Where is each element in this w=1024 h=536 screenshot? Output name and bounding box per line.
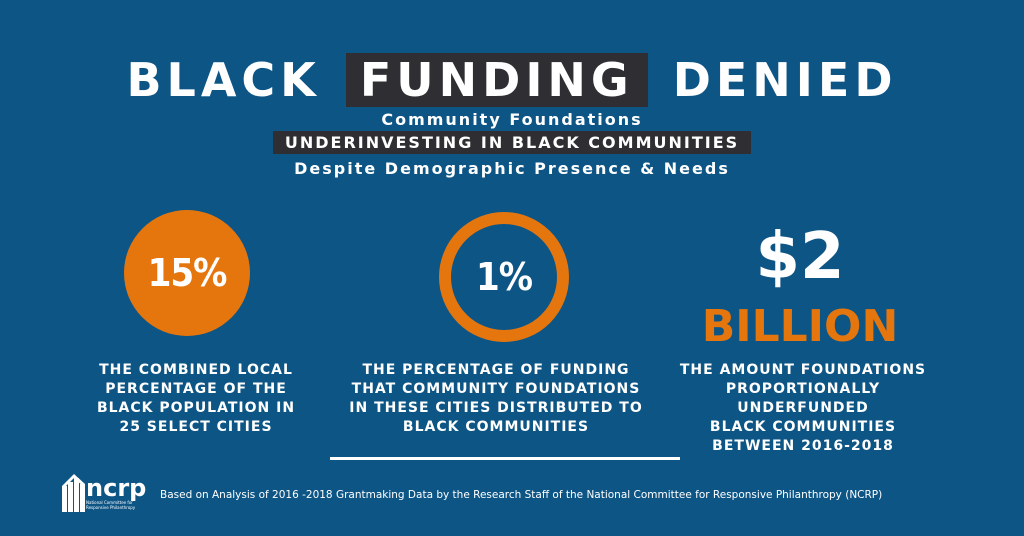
subtitle-underinvesting: UNDERINVESTING IN BLACK COMMUNITIES: [0, 131, 1024, 154]
ncrp-logo-icon: [62, 474, 85, 512]
underfunded-amount: $2: [755, 220, 845, 294]
divider: [330, 457, 680, 460]
funding-ring: 1%: [439, 212, 569, 342]
title-part-2: DENIED: [672, 53, 898, 107]
funding-description: THE PERCENTAGE OF FUNDING THAT COMMUNITY…: [349, 362, 643, 435]
logo-tagline: National Committee for Responsive Philan…: [86, 500, 136, 510]
subtitle-underinvesting-text: UNDERINVESTING IN BLACK COMMUNITIES: [272, 131, 752, 154]
title-highlight: FUNDING: [345, 53, 648, 107]
population-description: THE COMBINED LOCAL PERCENTAGE OF THE BLA…: [96, 362, 296, 435]
title-part-1: BLACK: [126, 53, 321, 107]
footer-source: Based on Analysis of 2016 -2018 Grantmak…: [160, 489, 883, 501]
population-percent: 15%: [147, 251, 228, 295]
page-title: BLACK FUNDING DENIED: [0, 52, 1024, 108]
funding-percent: 1%: [475, 255, 533, 299]
subtitle-despite: Despite Demographic Presence & Needs: [294, 159, 730, 178]
population-circle: 15%: [124, 210, 250, 336]
underfunded-unit: BILLION: [701, 301, 899, 352]
underfunded-description: THE AMOUNT FOUNDATIONS PROPORTIONALLY UN…: [679, 362, 927, 454]
logo-text: ncrp: [86, 474, 147, 502]
subtitle-community-foundations: Community Foundations: [381, 110, 643, 129]
